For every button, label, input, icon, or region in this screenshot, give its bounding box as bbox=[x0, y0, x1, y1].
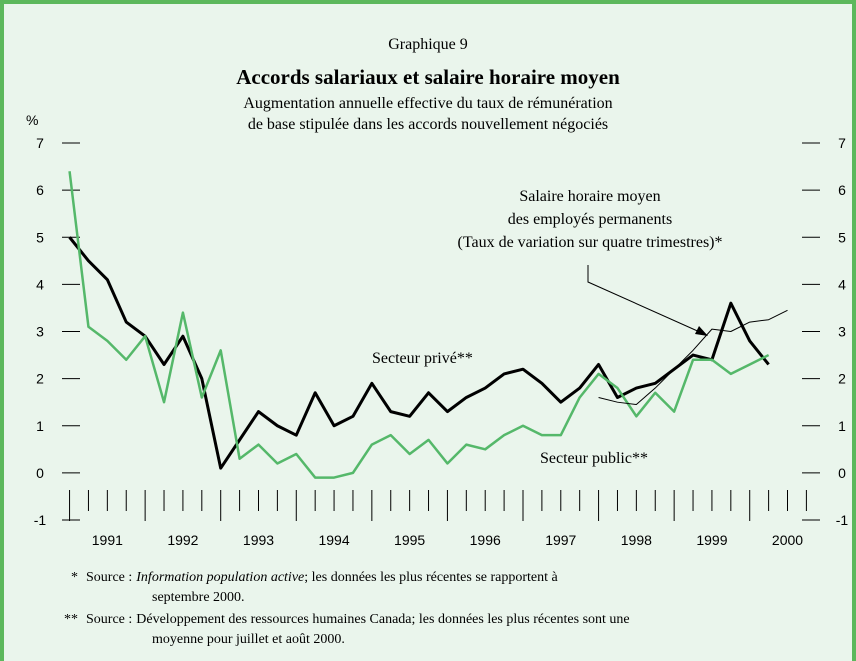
y-tick-label: 4 bbox=[36, 276, 44, 292]
x-tick-label: 1994 bbox=[318, 532, 349, 548]
x-tick-label: 1999 bbox=[696, 532, 727, 548]
line-series bbox=[68, 171, 770, 479]
y-tick-label: -1 bbox=[34, 512, 47, 528]
chart-header: Graphique 9 bbox=[388, 36, 468, 53]
series-label: des employés permanents bbox=[508, 211, 672, 228]
note-text: Développement des ressources humaines Ca… bbox=[136, 612, 629, 627]
note-text: ; les données les plus récentes se rappo… bbox=[304, 570, 558, 585]
x-tick-label: 2000 bbox=[772, 532, 803, 548]
x-tick-label: 1991 bbox=[92, 532, 123, 548]
note: Source : Information population active; l… bbox=[86, 570, 559, 585]
y-tick-label: 5 bbox=[36, 229, 44, 245]
note-marker: ** bbox=[64, 612, 78, 627]
y2-tick-label: 4 bbox=[838, 276, 846, 292]
y2-tick-label: 5 bbox=[838, 229, 846, 245]
line-series bbox=[68, 236, 770, 470]
y-tick-label: 0 bbox=[36, 465, 44, 481]
chart-subtitle: de base stipulée dans les accords nouvel… bbox=[248, 116, 608, 133]
note: Source : Développement des ressources hum… bbox=[86, 612, 630, 627]
x-tick-label: 1995 bbox=[394, 532, 425, 548]
series-label: Salaire horaire moyen bbox=[519, 188, 660, 205]
x-tick-label: 1992 bbox=[167, 532, 198, 548]
y-tick-label: 7 bbox=[36, 135, 44, 151]
y2-tick-label: 1 bbox=[838, 418, 846, 434]
y-tick-label: 6 bbox=[36, 182, 44, 198]
series-label: (Taux de variation sur quatre trimestres… bbox=[457, 234, 722, 251]
note-source: Source : bbox=[86, 612, 132, 627]
y2-tick-label: 7 bbox=[838, 135, 846, 151]
note: septembre 2000. bbox=[152, 590, 245, 605]
y2-tick-label: -1 bbox=[836, 512, 849, 528]
note: moyenne pour juillet et août 2000. bbox=[152, 632, 345, 647]
x-tick-label: 1997 bbox=[545, 532, 576, 548]
x-tick-label: 1993 bbox=[243, 532, 274, 548]
y2-tick-label: 3 bbox=[838, 324, 846, 340]
y-tick-label: 1 bbox=[36, 418, 44, 434]
note-italic: Information population active bbox=[135, 570, 304, 585]
y-tick-label: 3 bbox=[36, 324, 44, 340]
series-label: Secteur privé** bbox=[372, 350, 473, 367]
note-marker: * bbox=[71, 570, 78, 585]
series-label: Secteur public** bbox=[540, 450, 648, 467]
y-axis-label: % bbox=[26, 112, 38, 128]
y2-tick-label: 0 bbox=[838, 465, 846, 481]
annotation-arrow bbox=[587, 265, 703, 334]
y2-tick-label: 6 bbox=[838, 182, 846, 198]
note-source: Source : bbox=[86, 570, 132, 585]
chart-title: Accords salariaux et salaire horaire moy… bbox=[236, 65, 620, 89]
x-tick-label: 1996 bbox=[470, 532, 501, 548]
y2-tick-label: 2 bbox=[838, 371, 846, 387]
y-tick-label: 2 bbox=[36, 371, 44, 387]
arrow-head bbox=[695, 326, 708, 336]
x-tick-label: 1998 bbox=[621, 532, 652, 548]
chart-subtitle: Augmentation annuelle effective du taux … bbox=[243, 95, 612, 112]
line-series bbox=[598, 309, 788, 406]
